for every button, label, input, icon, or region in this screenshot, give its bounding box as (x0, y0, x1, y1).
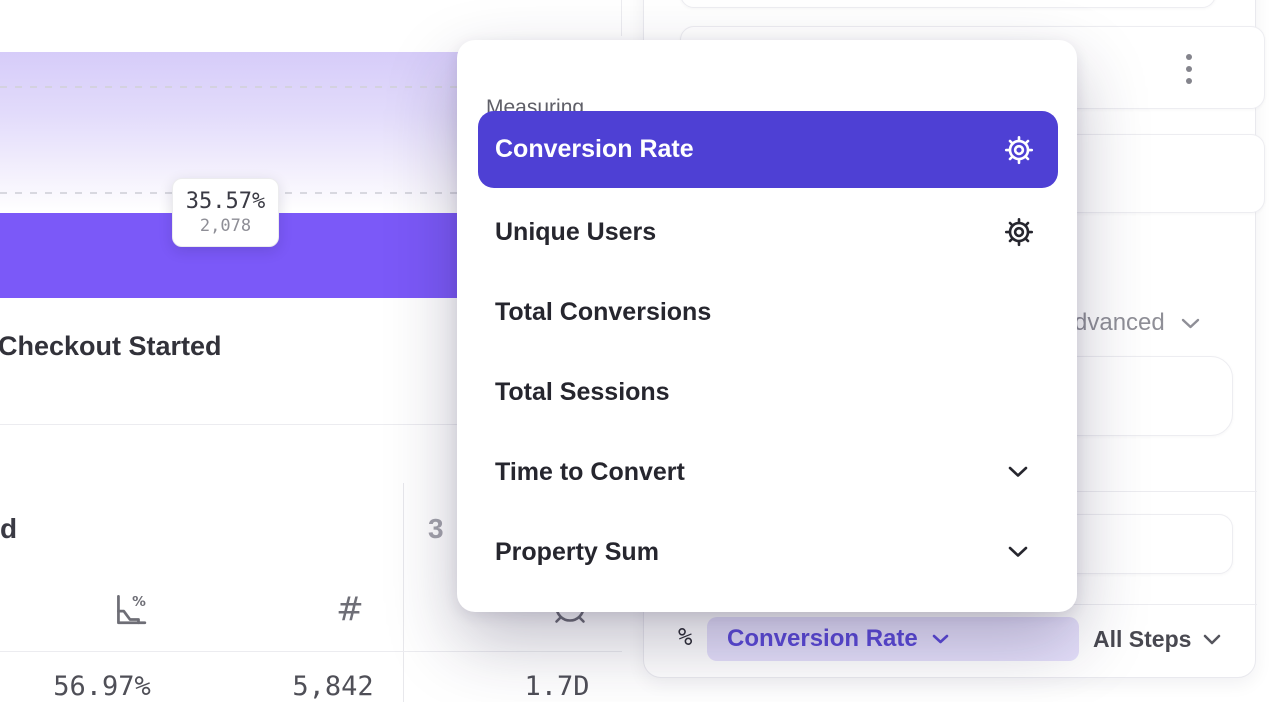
gear-icon[interactable] (1004, 135, 1034, 165)
divider (0, 651, 622, 652)
chevron-down-icon (1203, 634, 1221, 645)
query-step-card[interactable] (680, 0, 1216, 8)
chevron-down-icon (1008, 546, 1028, 558)
table-step-header: d (0, 513, 18, 544)
metric-value: 56.97% (53, 671, 151, 702)
advanced-label: dvanced (1074, 309, 1165, 336)
menu-item-total-sessions[interactable]: Total Sessions (495, 377, 670, 406)
table-column-divider (403, 483, 404, 702)
measure-dropdown-pill[interactable]: Conversion Rate (707, 617, 1079, 661)
menu-item-time-to-convert[interactable]: Time to Convert (478, 432, 1058, 512)
chevron-down-icon (932, 634, 949, 644)
table-step-header: 3 (428, 513, 444, 544)
metric-value: 5,842 (292, 671, 374, 702)
steps-dropdown-label: All Steps (1093, 625, 1192, 652)
step-label: Checkout Started (0, 331, 222, 361)
metric-symbol: % (678, 623, 693, 651)
measuring-popup: Measuring Conversion Rate Unique Users T… (457, 40, 1077, 612)
measure-pill-label: Conversion Rate (727, 625, 918, 652)
divider (621, 0, 622, 36)
chart-gridline (0, 86, 622, 88)
conversion-rate-icon[interactable]: % (110, 590, 148, 628)
tooltip-conversion-rate: 35.57% (185, 189, 266, 214)
gear-icon[interactable] (1004, 217, 1034, 247)
svg-text:%: % (132, 594, 146, 610)
kebab-menu-icon[interactable] (1184, 54, 1194, 84)
advanced-dropdown[interactable]: dvanced (1074, 309, 1200, 337)
divider (0, 424, 622, 425)
menu-item-property-sum[interactable]: Property Sum (478, 512, 1058, 592)
chevron-down-icon (1181, 318, 1200, 329)
chart-gridline (0, 192, 622, 194)
menu-item-total-conversions[interactable]: Total Conversions (495, 297, 712, 326)
bar-tooltip: 35.57% 2,078 (172, 178, 279, 247)
tooltip-count: 2,078 (199, 216, 252, 236)
measurement-footer: % Conversion Rate All Steps (644, 615, 1257, 661)
metric-value: 1.7D (524, 671, 590, 702)
menu-item-unique-users[interactable]: Unique Users (478, 192, 1058, 272)
count-icon[interactable]: # (336, 589, 364, 628)
menu-item-conversion-rate[interactable]: Conversion Rate (478, 111, 1058, 188)
chevron-down-icon (1008, 466, 1028, 478)
steps-dropdown[interactable]: All Steps (1093, 617, 1221, 661)
